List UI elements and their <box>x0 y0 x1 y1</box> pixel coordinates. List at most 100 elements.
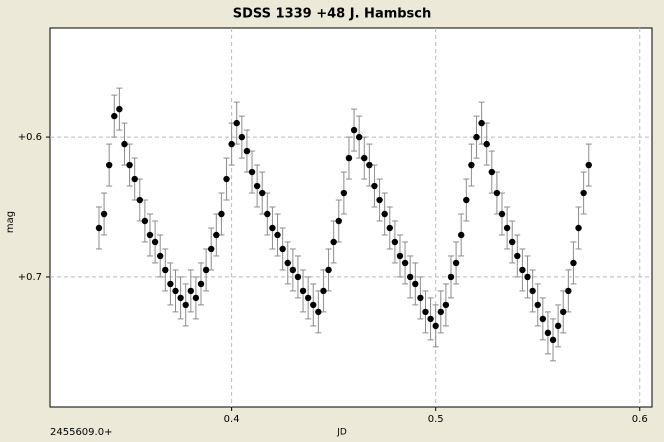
data-point <box>509 238 516 246</box>
data-point <box>238 133 246 141</box>
data-point <box>570 259 577 267</box>
y-tick-label: +0.6 <box>18 132 42 143</box>
data-point <box>391 238 399 246</box>
data-point <box>223 175 230 183</box>
data-point <box>228 140 235 148</box>
data-point <box>560 308 567 316</box>
data-point <box>447 273 455 281</box>
data-point <box>432 322 439 330</box>
x-tick-label: 0.4 <box>224 414 240 425</box>
data-point <box>162 266 169 274</box>
chart-title: SDSS 1339 +48 J. Hambsch <box>233 7 432 22</box>
data-point <box>371 182 378 190</box>
data-point <box>182 301 189 309</box>
data-point <box>534 301 541 309</box>
data-point <box>136 196 143 204</box>
data-point <box>274 231 281 239</box>
data-point <box>192 294 200 302</box>
data-point <box>259 189 266 197</box>
data-point <box>345 154 353 162</box>
data-point <box>580 189 587 197</box>
data-point <box>95 224 103 232</box>
data-point <box>350 126 358 134</box>
data-point <box>233 119 240 127</box>
data-point <box>396 252 404 260</box>
data-point <box>121 140 128 148</box>
data-point <box>243 147 251 155</box>
data-point <box>187 287 195 295</box>
data-point <box>549 336 557 344</box>
x-tick-label: 0.5 <box>428 414 444 425</box>
data-point <box>498 210 506 218</box>
plot-area <box>49 27 653 408</box>
data-point <box>156 252 164 260</box>
y-axis-label: mag <box>5 211 16 233</box>
data-point <box>355 133 363 141</box>
data-point <box>330 238 337 246</box>
x-origin-annotation: 2455609.0+ <box>50 427 112 438</box>
data-point <box>264 210 271 218</box>
data-point <box>457 231 465 239</box>
x-axis-label: JD <box>336 428 347 438</box>
data-point <box>100 210 108 218</box>
data-point <box>478 119 485 127</box>
data-point <box>131 175 138 183</box>
data-point <box>488 168 496 176</box>
y-tick-label: +0.7 <box>18 272 42 283</box>
data-point <box>141 217 149 225</box>
data-point <box>585 161 592 169</box>
data-point <box>269 224 276 232</box>
data-point <box>529 287 536 295</box>
data-point <box>519 266 526 274</box>
data-point <box>524 273 531 281</box>
data-point <box>427 315 434 323</box>
data-point <box>335 217 342 225</box>
data-point <box>208 245 215 253</box>
data-point <box>172 287 179 295</box>
data-point <box>294 273 302 281</box>
data-point <box>544 329 552 337</box>
data-point <box>218 210 225 218</box>
data-point <box>253 182 261 190</box>
data-point <box>315 308 322 316</box>
data-point <box>310 301 317 309</box>
data-point <box>554 322 562 330</box>
data-point <box>279 245 286 253</box>
data-point <box>105 161 113 169</box>
data-point <box>381 210 388 218</box>
data-point <box>493 189 501 197</box>
data-point <box>565 287 572 295</box>
data-point <box>412 280 419 288</box>
data-point <box>417 294 424 302</box>
data-point <box>442 301 450 309</box>
data-point <box>361 154 368 162</box>
data-point <box>406 273 414 281</box>
data-point <box>320 287 327 295</box>
data-point <box>386 224 393 232</box>
data-point <box>248 168 256 176</box>
data-point <box>422 308 429 316</box>
data-point <box>539 315 547 323</box>
data-point <box>483 140 490 148</box>
data-point <box>503 224 511 232</box>
data-point <box>213 231 220 239</box>
data-point <box>151 238 159 246</box>
data-point <box>514 252 521 260</box>
data-point <box>116 105 123 113</box>
data-point <box>202 266 210 274</box>
data-point <box>463 196 470 204</box>
data-point <box>126 161 133 169</box>
data-point <box>401 259 409 267</box>
data-point <box>111 112 118 120</box>
data-point <box>146 231 154 239</box>
data-point <box>575 224 582 232</box>
data-point <box>468 161 475 169</box>
x-tick-label: 0.6 <box>632 414 648 425</box>
data-point <box>289 266 297 274</box>
data-point <box>452 259 460 267</box>
data-point <box>325 266 332 274</box>
data-point <box>366 161 373 169</box>
data-point <box>340 189 348 197</box>
data-point <box>304 294 312 302</box>
